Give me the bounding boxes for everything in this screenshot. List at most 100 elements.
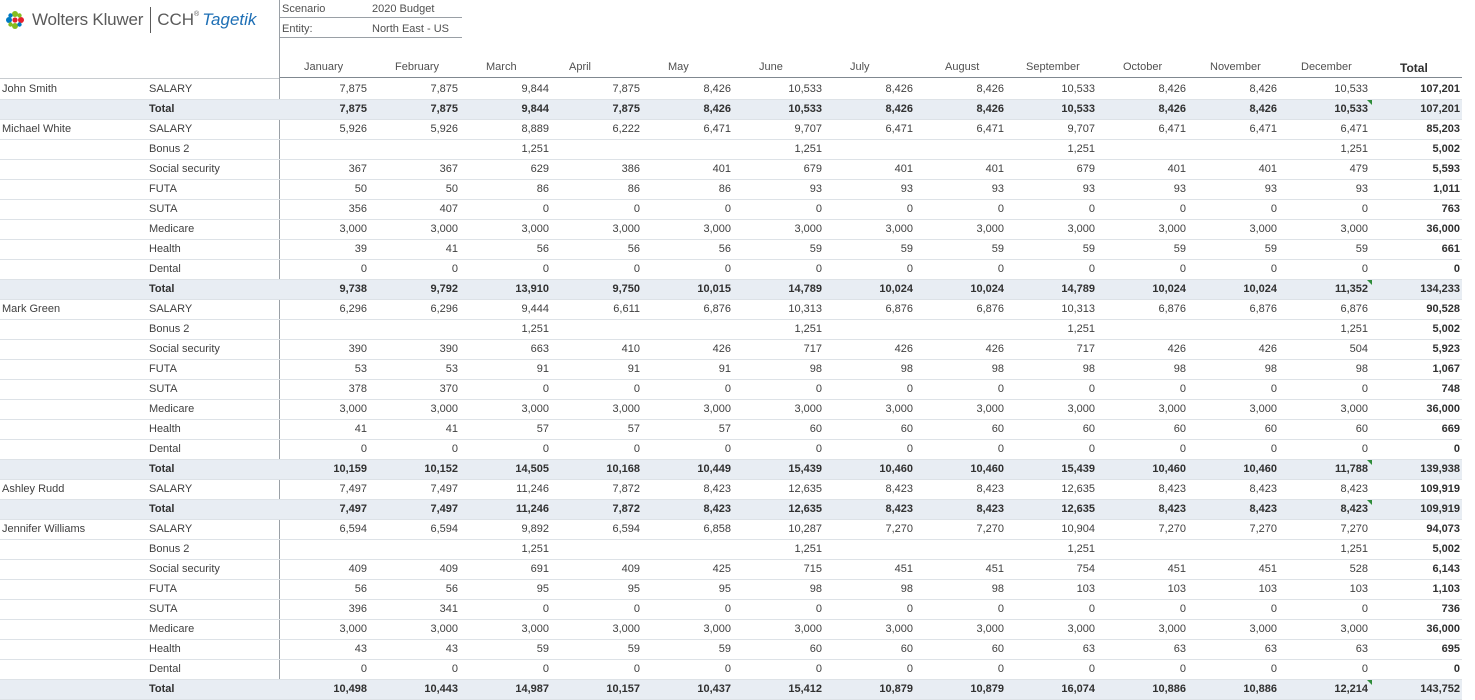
value-cell-october[interactable]: 7,270 — [1158, 523, 1186, 535]
value-cell-october[interactable] — [1100, 540, 1186, 559]
value-cell-august[interactable]: 10,024 — [970, 283, 1004, 295]
value-cell-june[interactable]: 12,635 — [788, 503, 822, 515]
value-cell-june[interactable]: 10,533 — [788, 103, 822, 115]
value-cell-july[interactable]: 7,270 — [885, 523, 913, 535]
value-cell-november[interactable]: 0 — [1270, 263, 1277, 275]
value-cell-march[interactable]: 629 — [530, 163, 549, 175]
value-cell-september[interactable]: 717 — [1076, 343, 1095, 355]
value-cell-july[interactable]: 10,460 — [879, 463, 913, 475]
value-cell-january[interactable]: 3,000 — [339, 623, 367, 635]
value-cell-september[interactable]: 93 — [1082, 183, 1095, 195]
value-cell-november[interactable]: 8,426 — [1249, 103, 1277, 115]
value-cell-july[interactable]: 8,423 — [885, 503, 913, 515]
value-cell-april[interactable]: 86 — [627, 183, 640, 195]
value-cell-total[interactable]: 736 — [1441, 603, 1460, 615]
value-cell-november[interactable] — [1191, 540, 1277, 559]
value-cell-february[interactable]: 367 — [439, 163, 458, 175]
value-cell-march[interactable]: 9,892 — [521, 523, 549, 535]
value-cell-july[interactable]: 451 — [894, 563, 913, 575]
value-cell-january[interactable]: 9,738 — [339, 283, 367, 295]
value-cell-october[interactable]: 0 — [1179, 663, 1186, 675]
value-cell-december[interactable]: 59 — [1355, 243, 1368, 255]
value-cell-april[interactable]: 6,611 — [613, 303, 640, 315]
value-cell-november[interactable]: 0 — [1270, 663, 1277, 675]
value-cell-july[interactable]: 8,426 — [885, 103, 913, 115]
value-cell-may[interactable] — [645, 140, 731, 159]
value-cell-april[interactable]: 0 — [633, 263, 640, 275]
value-cell-february[interactable] — [372, 540, 458, 559]
value-cell-total[interactable]: 5,593 — [1432, 163, 1460, 175]
value-cell-december[interactable]: 528 — [1349, 563, 1368, 575]
value-cell-august[interactable]: 8,423 — [976, 483, 1004, 495]
value-cell-february[interactable]: 56 — [445, 583, 458, 595]
value-cell-june[interactable]: 717 — [803, 343, 822, 355]
value-cell-january[interactable]: 43 — [354, 643, 367, 655]
value-cell-may[interactable]: 56 — [718, 243, 731, 255]
value-cell-october[interactable]: 0 — [1179, 603, 1186, 615]
value-cell-june[interactable]: 1,251 — [794, 143, 822, 155]
value-cell-january[interactable]: 367 — [348, 163, 367, 175]
value-cell-january[interactable]: 39 — [354, 243, 367, 255]
value-cell-february[interactable]: 10,152 — [424, 463, 458, 475]
value-cell-october[interactable]: 8,426 — [1158, 103, 1186, 115]
value-cell-august[interactable]: 98 — [991, 363, 1004, 375]
value-cell-june[interactable]: 59 — [809, 243, 822, 255]
value-cell-march[interactable]: 0 — [542, 263, 549, 275]
value-cell-august[interactable]: 10,460 — [970, 463, 1004, 475]
value-cell-december[interactable]: 10,533 — [1334, 83, 1368, 95]
value-cell-november[interactable]: 7,270 — [1249, 523, 1277, 535]
value-cell-august[interactable]: 8,423 — [976, 503, 1004, 515]
value-cell-august[interactable]: 0 — [997, 203, 1004, 215]
value-cell-may[interactable]: 0 — [724, 443, 731, 455]
value-cell-september[interactable]: 3,000 — [1067, 623, 1095, 635]
value-cell-october[interactable]: 0 — [1179, 263, 1186, 275]
value-cell-february[interactable]: 10,443 — [424, 683, 458, 695]
value-cell-september[interactable]: 0 — [1088, 663, 1095, 675]
value-cell-april[interactable]: 0 — [633, 603, 640, 615]
value-cell-october[interactable]: 3,000 — [1158, 403, 1186, 415]
value-cell-february[interactable]: 5,926 — [430, 123, 458, 135]
value-cell-october[interactable]: 8,423 — [1158, 503, 1186, 515]
value-cell-november[interactable]: 8,426 — [1249, 83, 1277, 95]
value-cell-april[interactable]: 91 — [627, 363, 640, 375]
value-cell-may[interactable]: 6,858 — [703, 523, 731, 535]
value-cell-july[interactable]: 93 — [900, 183, 913, 195]
value-cell-september[interactable]: 1,251 — [1067, 543, 1095, 555]
value-cell-january[interactable]: 409 — [348, 563, 367, 575]
value-cell-december[interactable]: 11,788 — [1282, 460, 1372, 479]
value-cell-july[interactable]: 0 — [906, 603, 913, 615]
value-cell-march[interactable]: 57 — [536, 423, 549, 435]
value-cell-january[interactable]: 50 — [354, 183, 367, 195]
value-cell-november[interactable]: 63 — [1264, 643, 1277, 655]
value-cell-total[interactable]: 695 — [1441, 643, 1460, 655]
value-cell-december[interactable]: 98 — [1355, 363, 1368, 375]
value-cell-december[interactable]: 8,423 — [1282, 500, 1372, 519]
value-cell-february[interactable]: 6,594 — [430, 523, 458, 535]
value-cell-total[interactable]: 134,233 — [1420, 283, 1460, 295]
value-cell-june[interactable]: 60 — [809, 643, 822, 655]
value-cell-april[interactable]: 6,594 — [612, 523, 640, 535]
value-cell-june[interactable]: 93 — [809, 183, 822, 195]
value-cell-march[interactable]: 8,889 — [521, 123, 549, 135]
value-cell-march[interactable]: 0 — [542, 383, 549, 395]
value-cell-march[interactable]: 91 — [536, 363, 549, 375]
value-cell-september[interactable]: 14,789 — [1061, 283, 1095, 295]
value-cell-september[interactable]: 16,074 — [1061, 683, 1095, 695]
value-cell-november[interactable]: 3,000 — [1249, 403, 1277, 415]
value-cell-total[interactable]: 0 — [1453, 263, 1460, 275]
value-cell-october[interactable]: 10,886 — [1152, 683, 1186, 695]
value-cell-february[interactable] — [372, 140, 458, 159]
value-cell-april[interactable]: 10,168 — [606, 463, 640, 475]
value-cell-august[interactable]: 8,426 — [976, 83, 1004, 95]
value-cell-march[interactable]: 56 — [536, 243, 549, 255]
value-cell-december[interactable]: 60 — [1355, 423, 1368, 435]
value-cell-march[interactable]: 9,844 — [521, 83, 549, 95]
value-cell-november[interactable]: 3,000 — [1249, 223, 1277, 235]
value-cell-september[interactable]: 12,635 — [1061, 483, 1095, 495]
value-cell-january[interactable]: 5,926 — [339, 123, 367, 135]
value-cell-november[interactable]: 103 — [1258, 583, 1277, 595]
value-cell-july[interactable] — [827, 320, 913, 339]
comment-indicator-icon[interactable] — [1367, 100, 1372, 105]
value-cell-april[interactable]: 0 — [633, 443, 640, 455]
value-cell-march[interactable]: 14,505 — [515, 463, 549, 475]
